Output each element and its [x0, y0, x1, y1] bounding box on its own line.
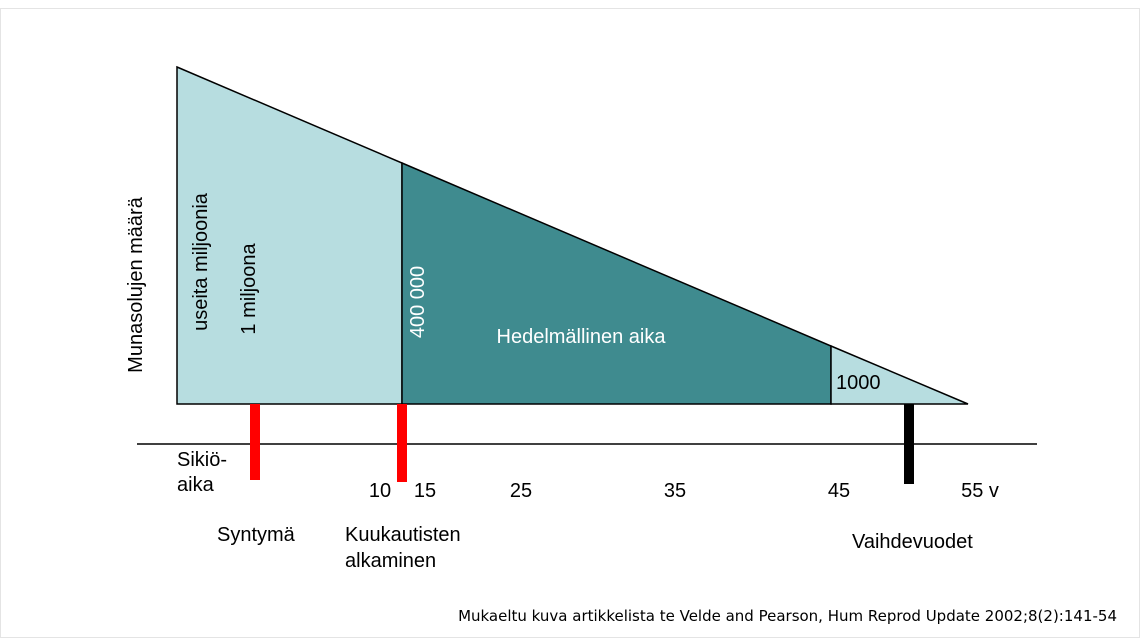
caption: Mukaeltu kuva artikkelista te Velde and …: [458, 607, 1117, 625]
menarche-marker: [397, 404, 407, 482]
region-label: 400 000: [407, 266, 429, 338]
event-label: Syntymä: [217, 524, 296, 546]
x-label: 10: [369, 480, 391, 502]
menopause-marker: [904, 404, 914, 484]
event-label: Vaihdevuodet: [852, 531, 973, 553]
y-axis-label: Munasolujen määrä: [125, 196, 147, 373]
region-label: 1000: [836, 372, 881, 394]
x-label: 25: [510, 480, 532, 502]
region-menopause: [830, 344, 969, 405]
region-label: Hedelmällinen aika: [497, 326, 667, 348]
region-label: 1 miljoona: [238, 243, 260, 335]
event-label: Kuukautisten alkaminen: [345, 524, 461, 572]
x-label: 55 v: [961, 480, 999, 502]
x-label: 45: [828, 480, 850, 502]
region-label: useita miljoonia: [190, 192, 212, 331]
start-label: Sikiö-aika: [177, 449, 227, 496]
x-label: 15: [414, 480, 436, 502]
x-label: 35: [664, 480, 686, 502]
birth-marker: [250, 404, 260, 480]
